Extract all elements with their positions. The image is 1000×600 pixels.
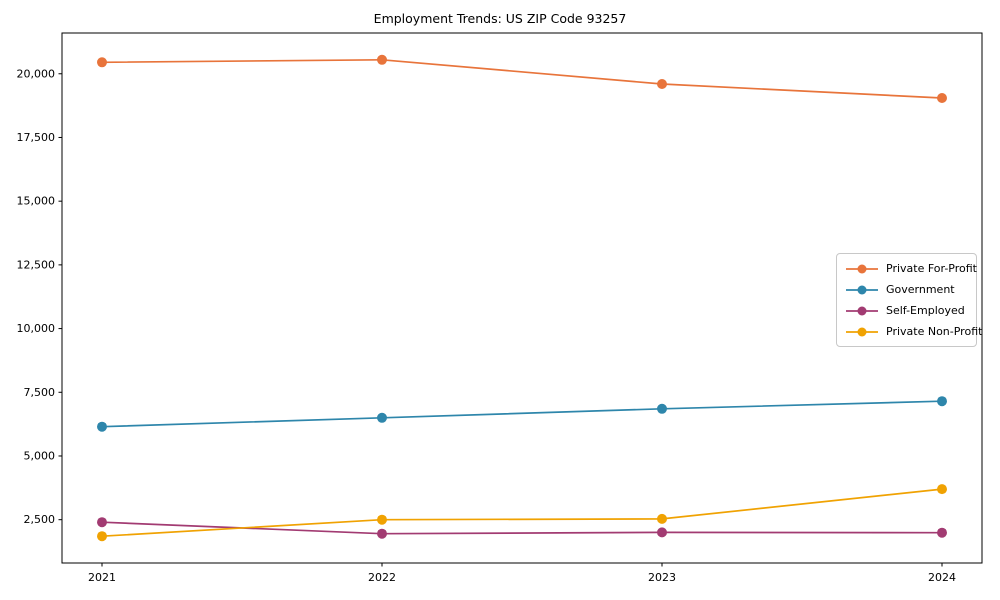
- data-point: [657, 403, 667, 414]
- data-point: [657, 527, 667, 538]
- x-tick-label: 2022: [368, 571, 396, 584]
- y-tick-label: 10,000: [17, 322, 56, 335]
- y-tick-label: 5,000: [24, 449, 56, 462]
- data-point: [377, 514, 387, 525]
- data-point: [97, 531, 107, 542]
- data-point: [377, 54, 387, 65]
- data-point: [377, 528, 387, 539]
- legend-item: Private Non-Profit: [845, 325, 982, 338]
- data-point: [937, 396, 947, 407]
- axes-frame: [61, 32, 983, 564]
- x-tick-label: 2023: [648, 571, 676, 584]
- data-point: [937, 484, 947, 495]
- data-point: [937, 527, 947, 538]
- legend: Private For-Profit Government Self-Employe…: [836, 253, 982, 347]
- legend-label: Private Non-Profit: [886, 325, 983, 338]
- data-point: [937, 93, 947, 103]
- legend-line-marker-icon: [845, 305, 879, 317]
- x-tick-label: 2024: [928, 571, 956, 584]
- legend-item: Government: [845, 283, 968, 296]
- y-tick-label: 20,000: [17, 67, 56, 80]
- data-point: [97, 57, 107, 68]
- y-tick-label: 17,500: [17, 131, 56, 144]
- y-tick-label: 2,500: [24, 513, 56, 526]
- series-line-4: [101, 488, 943, 538]
- data-point: [657, 79, 667, 89]
- y-tick-label: 12,500: [17, 258, 56, 271]
- legend-label: Government: [886, 283, 955, 296]
- x-tick-label: 2021: [88, 571, 116, 584]
- legend-label: Self-Employed: [886, 304, 965, 317]
- legend-label: Private For-Profit: [886, 262, 977, 275]
- data-point: [657, 513, 667, 524]
- legend-item: Self-Employed: [845, 304, 968, 317]
- series-line-1: [101, 58, 943, 99]
- chart-title: Employment Trends: US ZIP Code 93257: [373, 11, 627, 26]
- series-line-2: [101, 400, 943, 428]
- data-point: [97, 421, 107, 432]
- data-point: [377, 412, 387, 423]
- y-tick-label: 15,000: [17, 195, 56, 208]
- legend-line-marker-icon: [845, 284, 879, 296]
- y-tick-label: 7,500: [24, 386, 56, 399]
- data-point: [97, 517, 107, 528]
- legend-item: Private For-Profit: [845, 262, 977, 275]
- legend-line-marker-icon: [845, 326, 879, 338]
- legend-line-marker-icon: [845, 263, 879, 275]
